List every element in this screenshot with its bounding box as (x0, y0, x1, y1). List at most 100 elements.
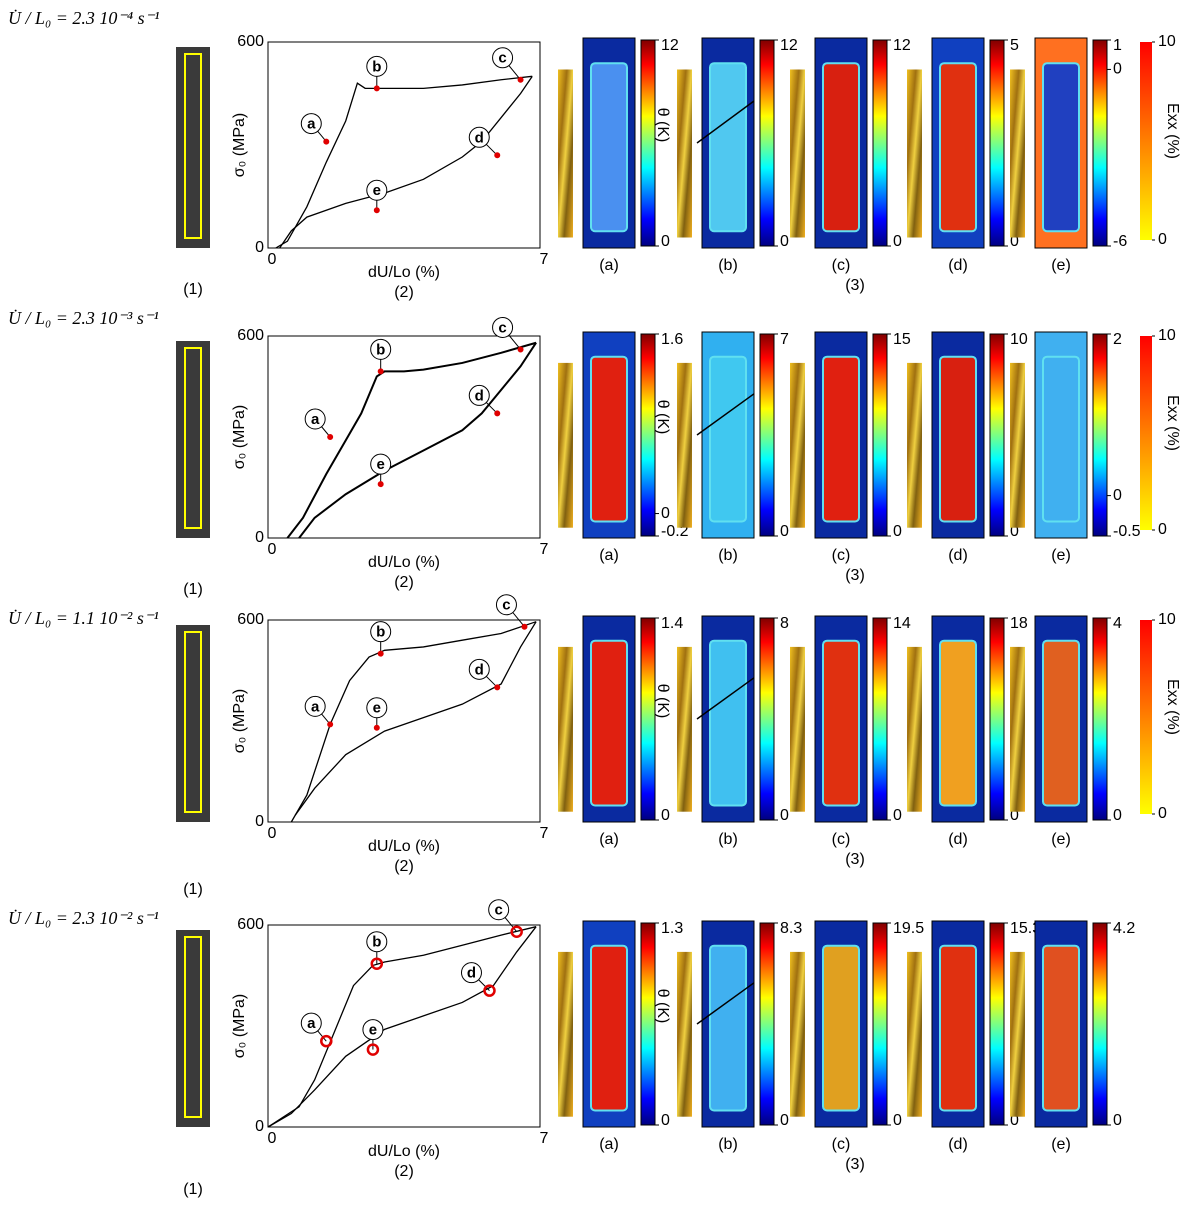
thermal-band (822, 639, 860, 807)
thermal-band (1042, 355, 1080, 523)
colorbar-tick-label: 10 (1010, 331, 1028, 348)
figure-row: U̇ / L₀ = 2.3 10⁻⁴ s⁻¹ (1) 0 600 0 7 dU/Lo (%)… (8, 7, 1181, 301)
point-label: c (495, 902, 503, 919)
curve (290, 621, 537, 823)
point-label: e (373, 700, 381, 717)
exx-tick-label: 10 (1158, 327, 1176, 344)
point (377, 481, 384, 488)
point-label: a (307, 1015, 316, 1032)
point-label: c (498, 50, 506, 67)
y-tick-label: 0 (255, 239, 264, 256)
strain-rate: U̇ / L₀ = 2.3 10⁻⁴ s⁻¹ (8, 7, 160, 28)
point-label: b (376, 624, 385, 641)
point (510, 925, 523, 938)
exx-title: Exx (%) (1164, 395, 1181, 451)
colorbar-tick-label: 0 (1010, 233, 1019, 250)
panel-label: (3) (845, 567, 865, 584)
thermal-band (590, 639, 628, 807)
strain-strip (1010, 951, 1025, 1117)
point-label: a (307, 116, 316, 133)
map-label: (b) (718, 831, 738, 848)
plot-frame (267, 619, 541, 823)
callout-circle (492, 316, 514, 338)
strain-strip (558, 951, 573, 1117)
panel-label: (1) (183, 581, 203, 598)
map-label: (d) (948, 1136, 968, 1153)
map-label: (d) (948, 547, 968, 564)
strain-strip (677, 69, 692, 238)
x-axis-label: dU/Lo (%) (368, 838, 440, 855)
map-label: (c) (832, 1136, 851, 1153)
colorbar-tick-label: 0 (661, 233, 670, 250)
x-tick-label: 0 (268, 251, 277, 268)
strain-strip (790, 362, 805, 528)
colorbar-tick-label: 1.6 (661, 331, 683, 348)
thermal-band (939, 62, 977, 233)
y-tick-label: 0 (255, 529, 264, 546)
point-label: d (475, 129, 484, 146)
colorbar (1092, 922, 1108, 1126)
thermal-band (1042, 944, 1080, 1112)
map-label: (c) (832, 257, 851, 274)
colorbar-tick-label: 4.2 (1113, 920, 1135, 937)
colorbar-tick-label: 0 (1113, 807, 1122, 824)
colorbar-tick-label: 1 (1113, 37, 1122, 54)
strain-rate: U̇ / L₀ = 2.3 10⁻³ s⁻¹ (8, 307, 159, 328)
specimen-roi (184, 53, 202, 239)
point-label: c (498, 319, 506, 336)
point (494, 152, 501, 159)
callout-circle (492, 47, 514, 69)
colorbar-tick-label: 0 (780, 233, 789, 250)
callout-circle (304, 695, 326, 717)
colorbar-tick-label: 19.5 (893, 920, 924, 937)
x-tick-label: 0 (268, 1130, 277, 1147)
specimen-roi (184, 631, 202, 813)
colorbar-title: θ (K) (654, 108, 671, 143)
exx-tick-label: 0 (1158, 231, 1167, 248)
colorbar-tick-label: 18 (1010, 615, 1028, 632)
colorbar-tick-label: 0 (780, 523, 789, 540)
plot-frame (267, 335, 541, 539)
colorbar (989, 922, 1005, 1126)
figure-row: U̇ / L₀ = 1.1 10⁻² s⁻¹ (1) 0 600 0 7 dU/Lo (%)… (8, 594, 1181, 898)
callout-circle (460, 962, 482, 984)
colorbar-tick-label: 7 (780, 331, 789, 348)
specimen (176, 47, 210, 248)
colorbar-tick-label: 8 (780, 615, 789, 632)
curve (275, 75, 533, 249)
curve (267, 926, 537, 1128)
strain-strip (558, 362, 573, 528)
colorbar (640, 333, 656, 537)
colorbar-tick-label: -6 (1113, 233, 1127, 250)
colorbar-tick-label: 0 (661, 505, 670, 522)
strain-strip (1010, 362, 1025, 528)
y-axis-label: σ₀ (MPa) (231, 994, 248, 1059)
colorbar-tick-label: 15.3 (1010, 920, 1041, 937)
colorbar-tick-label: 0 (1113, 487, 1122, 504)
colorbar-tick-label: 1.4 (661, 615, 683, 632)
specimen-roi (184, 347, 202, 529)
colorbar (872, 922, 888, 1126)
strain-strip (907, 951, 922, 1117)
colorbar (872, 39, 888, 247)
point (323, 138, 330, 145)
colorbar (989, 617, 1005, 821)
x-axis-label: dU/Lo (%) (368, 264, 440, 281)
thermal-band (1042, 62, 1080, 233)
y-tick-label: 600 (237, 611, 264, 628)
colorbar (759, 39, 775, 247)
callout-circle (362, 1019, 384, 1041)
strain-strip (558, 69, 573, 238)
colorbar (1092, 39, 1108, 247)
exx-tick-label: 10 (1158, 611, 1176, 628)
y-tick-label: 600 (237, 33, 264, 50)
strain-strip (907, 362, 922, 528)
x-tick-label: 7 (540, 1130, 549, 1147)
colorbar-tick-label: 14 (893, 615, 911, 632)
map-label: (e) (1051, 831, 1071, 848)
point-label: c (502, 597, 510, 614)
colorbar (1092, 333, 1108, 537)
profile-line (696, 982, 755, 1025)
callout-circle (366, 179, 388, 201)
strain-rate: U̇ / L₀ = 1.1 10⁻² s⁻¹ (8, 607, 159, 628)
